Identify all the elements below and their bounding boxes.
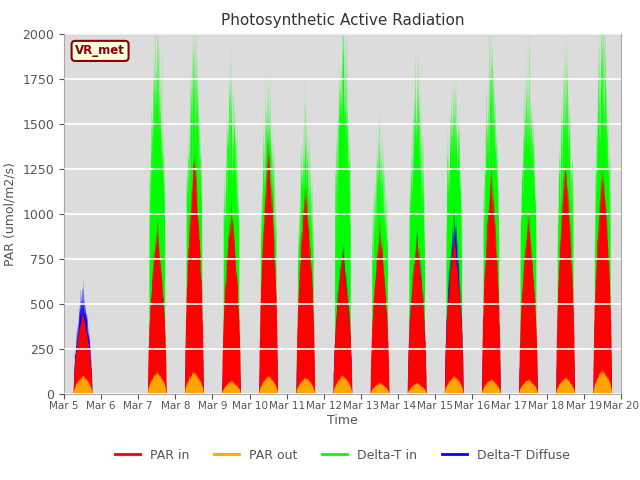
Text: VR_met: VR_met — [75, 44, 125, 58]
Title: Photosynthetic Active Radiation: Photosynthetic Active Radiation — [221, 13, 464, 28]
X-axis label: Time: Time — [327, 414, 358, 427]
Y-axis label: PAR (umol/m2/s): PAR (umol/m2/s) — [4, 162, 17, 265]
Legend: PAR in, PAR out, Delta-T in, Delta-T Diffuse: PAR in, PAR out, Delta-T in, Delta-T Dif… — [109, 444, 575, 467]
